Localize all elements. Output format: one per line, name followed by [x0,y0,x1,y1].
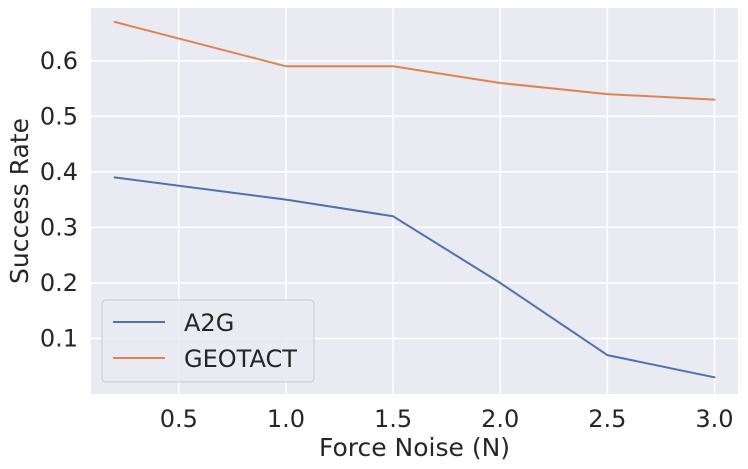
legend-box [101,299,315,383]
legend: A2G GEOTACT [101,299,315,383]
x-tick-label: 0.5 [160,405,198,433]
legend-label-a2g: A2G [184,309,234,337]
x-tick-labels: 0.5 1.0 1.5 2.0 2.5 3.0 [160,405,734,433]
y-gridlines [91,59,738,340]
y-tick-label: 0.4 [40,158,78,186]
y-tick-label: 0.2 [40,269,78,297]
series-line-geotact [113,20,716,101]
x-tick-label: 2.0 [481,405,519,433]
y-tick-label: 0.3 [40,213,78,241]
x-tick-label: 1.0 [267,405,305,433]
series-line-a2g [113,176,716,379]
x-axis-label: Force Noise (N) [319,433,510,462]
x-gridlines [178,8,716,394]
x-tick-label: 1.5 [374,405,412,433]
y-axis-label: Success Rate [5,118,34,284]
series-lines [113,20,716,379]
y-tick-label: 0.6 [40,47,78,75]
x-tick-label: 2.5 [588,405,626,433]
legend-label-geotact: GEOTACT [184,345,297,373]
y-tick-labels: 0.1 0.2 0.3 0.4 0.5 0.6 [40,47,78,353]
y-tick-label: 0.5 [40,102,78,130]
x-tick-label: 3.0 [695,405,733,433]
y-tick-label: 0.1 [40,324,78,352]
